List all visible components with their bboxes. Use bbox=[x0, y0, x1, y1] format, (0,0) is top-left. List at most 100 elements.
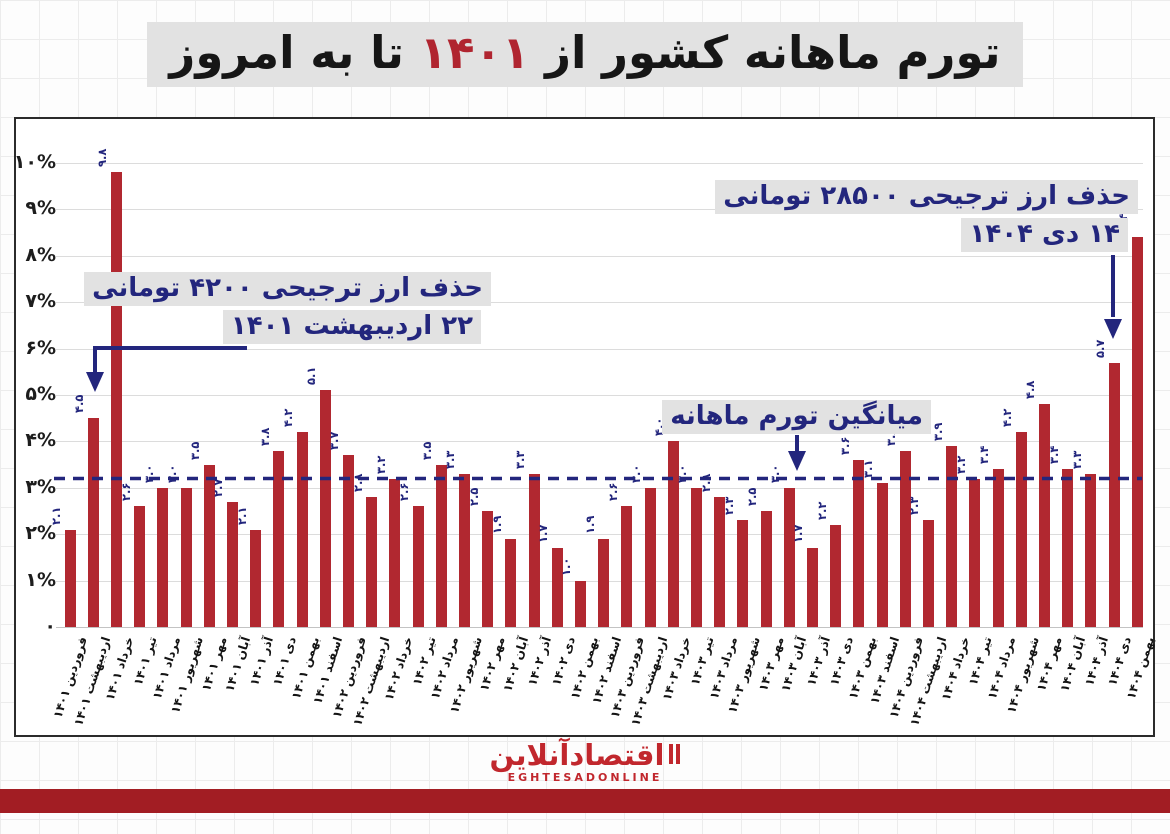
gridline-7pct bbox=[56, 302, 1143, 304]
bar-value-label: ۲.۸ bbox=[350, 473, 365, 493]
bar bbox=[690, 487, 702, 627]
bar-value-label: ۱.۹ bbox=[489, 515, 504, 534]
plot-area: ۰ ۱% ۲% ۳% ۴% ۵% ۶% ۷% ۸% ۹% ۱۰% ۲.۱ فروردین ۱۴۰۱ ۴.۵… bbox=[13, 119, 1158, 735]
annotation-usd28500-line1: حذف ارز ترجیحی ۲۸۵۰۰ تومانی bbox=[715, 180, 1138, 214]
bar-value-label: ۳.۸ bbox=[257, 427, 272, 446]
footer-red-band bbox=[0, 789, 1170, 813]
bar-value-label: ۲.۵ bbox=[745, 487, 759, 506]
y-tick-0pct: ۰ bbox=[44, 615, 56, 637]
bar bbox=[574, 580, 586, 627]
bar bbox=[64, 529, 76, 627]
gridline-10pct bbox=[56, 163, 1143, 164]
bar bbox=[598, 538, 610, 627]
y-tick-2pct: ۲% bbox=[25, 522, 56, 545]
bar bbox=[342, 455, 354, 627]
bar bbox=[853, 459, 865, 627]
title-year: ۱۴۰۱ bbox=[419, 26, 531, 79]
bar-value-label: ۳.۶ bbox=[837, 436, 852, 455]
bar-value-label: ۳.۰ bbox=[165, 464, 179, 483]
y-tick-6pct: ۶% bbox=[25, 336, 56, 359]
bar bbox=[1108, 362, 1120, 627]
bar-value-label: ۳.۵ bbox=[188, 441, 203, 460]
bar bbox=[296, 432, 308, 627]
bar-value-label: ۲.۶ bbox=[118, 482, 133, 502]
bar bbox=[273, 450, 285, 627]
bar bbox=[319, 390, 331, 627]
y-tick-8pct: ۸% bbox=[25, 243, 56, 266]
bar bbox=[505, 538, 517, 627]
bar bbox=[110, 172, 122, 627]
bar bbox=[528, 473, 540, 627]
bar bbox=[389, 478, 401, 627]
bar bbox=[714, 497, 726, 627]
gridline-4pct bbox=[56, 441, 1143, 443]
gridline-5pct bbox=[56, 395, 1143, 396]
bar-value-label: ۲.۱ bbox=[234, 506, 249, 525]
chart-container: ۰ ۱% ۲% ۳% ۴% ۵% ۶% ۷% ۸% ۹% ۱۰% ۲.۱ فروردین ۱۴۰۱ ۴.۵… bbox=[13, 117, 1158, 737]
title-post: تا به امروز bbox=[169, 26, 420, 79]
bar bbox=[1038, 404, 1050, 627]
bar bbox=[806, 548, 818, 627]
bar-value-label: ۵.۷ bbox=[1093, 339, 1107, 358]
bar-value-label: ۳.۳ bbox=[513, 450, 527, 469]
bar bbox=[157, 487, 169, 627]
y-tick-10pct: ۱۰% bbox=[13, 151, 56, 173]
annotation-usd4200-line1: حذف ارز ترجیحی ۴۲۰۰ تومانی bbox=[84, 272, 491, 306]
bar-value-label: ۴.۸ bbox=[1023, 380, 1038, 400]
bar-value-label: ۳.۰ bbox=[768, 464, 783, 483]
bar bbox=[783, 487, 795, 627]
bar bbox=[482, 511, 494, 627]
bar-value-label: ۲.۸ bbox=[698, 473, 713, 493]
page-title: تورم ماهانه کشور از ۱۴۰۱ تا به امروز bbox=[147, 22, 1023, 87]
bar bbox=[226, 501, 238, 627]
footer-logo: اقتصادآنلاین EGHTESADONLINE bbox=[0, 740, 1170, 784]
bar-value-label: ۳.۲ bbox=[953, 455, 968, 474]
bar-value-label: ۳.۰ bbox=[675, 464, 690, 483]
bar bbox=[876, 483, 888, 627]
bar bbox=[1062, 469, 1074, 627]
gridline-9pct bbox=[56, 209, 1143, 211]
bar-value-label: ۳.۳ bbox=[1069, 450, 1084, 469]
title-pre: تورم ماهانه کشور از bbox=[529, 26, 1001, 79]
bar-value-label: ۲.۳ bbox=[907, 496, 922, 516]
annotation-usd4200-line2: ۲۲ اردیبهشت ۱۴۰۱ bbox=[222, 310, 481, 344]
bar-value-label: ۲.۳ bbox=[721, 496, 736, 516]
gridline-0pct bbox=[56, 627, 1143, 628]
bar bbox=[667, 441, 679, 627]
title-wrap: تورم ماهانه کشور از ۱۴۰۱ تا به امروز bbox=[0, 22, 1170, 87]
bar-value-label: ۵.۱ bbox=[304, 366, 319, 386]
bar-value-label: ۲.۶ bbox=[605, 482, 620, 502]
gridline-2pct bbox=[56, 534, 1143, 536]
bar bbox=[134, 506, 146, 627]
bar bbox=[737, 520, 749, 627]
bar-value-label: ۹.۸ bbox=[95, 148, 110, 168]
bar-value-label: ۳.۳ bbox=[443, 450, 458, 469]
bar-value-label: ۳.۹ bbox=[930, 422, 945, 442]
bar bbox=[366, 497, 378, 627]
gridline-8pct bbox=[56, 255, 1143, 257]
bar bbox=[992, 469, 1004, 627]
bar-value-label: ۲.۷ bbox=[211, 478, 226, 497]
bar-value-label: ۱.۰ bbox=[559, 557, 574, 576]
y-tick-4pct: ۴% bbox=[25, 429, 56, 452]
bar bbox=[922, 520, 934, 627]
logo-mark-icon bbox=[669, 740, 681, 764]
bar-value-label: ۲.۱ bbox=[49, 506, 63, 525]
bar-value-label: ۳.۵ bbox=[420, 441, 435, 460]
bar bbox=[621, 506, 633, 627]
bar-value-label: ۳.۰ bbox=[141, 464, 156, 483]
bar-value-label: ۱.۹ bbox=[582, 515, 597, 534]
bar bbox=[969, 478, 981, 627]
gridline-6pct bbox=[56, 348, 1143, 350]
bar bbox=[899, 450, 911, 627]
y-tick-9pct: ۹% bbox=[25, 197, 56, 220]
bar-value-label: ۲.۶ bbox=[397, 482, 411, 502]
bar bbox=[180, 487, 192, 627]
bar bbox=[412, 506, 424, 627]
bar-value-label: ۳.۴ bbox=[977, 445, 991, 465]
bar bbox=[760, 511, 772, 627]
bar-value-label: ۱.۷ bbox=[536, 524, 551, 544]
bar-value-label: ۴.۵ bbox=[72, 394, 87, 414]
bar bbox=[1085, 473, 1097, 627]
